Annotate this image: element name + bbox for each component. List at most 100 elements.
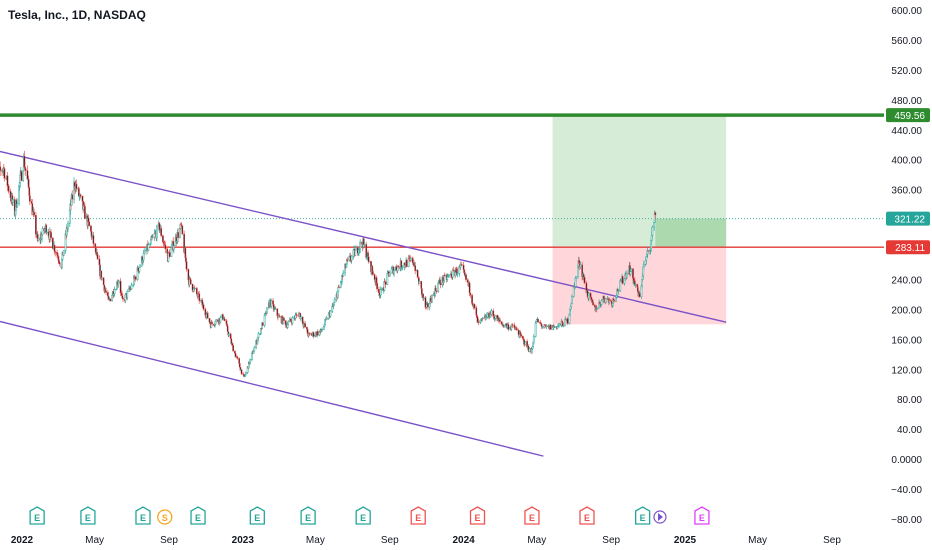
x-tick-label: 2023	[232, 535, 255, 546]
candle-body	[329, 310, 332, 317]
candle-body	[24, 168, 27, 171]
candle-body	[270, 300, 273, 307]
candle	[223, 317, 226, 322]
candle	[524, 340, 527, 346]
candle-body	[238, 363, 241, 368]
candle-body	[388, 272, 391, 277]
candle	[156, 224, 158, 242]
candle-body	[558, 323, 561, 326]
candle-body	[113, 289, 116, 295]
candle-body	[503, 325, 505, 328]
candle	[236, 355, 239, 360]
candle-body	[336, 290, 339, 299]
candle-body	[156, 225, 158, 239]
candle-body	[549, 324, 552, 330]
candle-body	[355, 247, 357, 251]
candle-body	[117, 280, 120, 284]
event-letter: E	[34, 513, 40, 523]
candle	[164, 241, 167, 253]
candle-body	[617, 290, 620, 292]
candle-body	[109, 298, 112, 302]
candle	[575, 276, 577, 282]
candle-body	[654, 212, 657, 216]
candle	[24, 168, 27, 176]
candle-body	[410, 257, 412, 261]
earnings-icon	[579, 506, 595, 525]
candle	[499, 317, 501, 325]
candle	[62, 250, 65, 257]
candle-body	[600, 300, 603, 305]
candle-body	[236, 356, 239, 359]
candle-body	[486, 312, 489, 318]
candle	[143, 248, 146, 254]
candle	[545, 324, 548, 330]
y-tick-label: 400.00	[891, 156, 922, 167]
candle-body	[130, 284, 133, 290]
candle-body	[261, 322, 264, 326]
candle-body	[452, 269, 455, 272]
candle-body	[541, 326, 544, 328]
candle	[604, 297, 607, 304]
y-tick-label: 520.00	[891, 66, 922, 77]
candle	[554, 326, 556, 328]
candle-body	[475, 307, 478, 316]
candle	[469, 292, 472, 299]
candle-body	[119, 280, 122, 294]
candle	[67, 220, 69, 233]
candle-body	[295, 314, 298, 316]
candle-body	[321, 329, 323, 331]
candle-body	[223, 318, 226, 322]
earnings-icon	[524, 506, 540, 525]
candle-body	[206, 312, 209, 319]
candle-body	[7, 185, 10, 192]
today-marker	[653, 510, 667, 524]
candle	[482, 317, 484, 320]
candle	[12, 197, 14, 207]
candle	[3, 167, 6, 182]
candle-body	[468, 282, 471, 294]
candle-body	[477, 321, 480, 323]
candle-body	[283, 317, 285, 321]
candle-body	[50, 232, 52, 239]
event-letter: E	[699, 513, 705, 523]
candle	[325, 315, 328, 321]
candle-body	[164, 244, 167, 250]
earnings-marker: E	[635, 506, 651, 525]
channel-line	[0, 150, 727, 323]
candle-body	[105, 290, 107, 293]
candle	[71, 190, 74, 203]
candle-body	[571, 296, 573, 305]
candle-body	[219, 317, 222, 323]
candle	[439, 281, 442, 289]
candle	[249, 358, 251, 365]
candle-body	[532, 336, 535, 344]
x-tick-label: Sep	[381, 535, 399, 546]
x-tick-label: 2022	[11, 535, 34, 546]
candle	[410, 257, 412, 262]
candle	[109, 298, 112, 302]
candle-body	[102, 277, 105, 286]
candle-body	[251, 353, 253, 360]
current-profit-zone	[655, 218, 727, 248]
candle	[33, 208, 35, 218]
candle	[346, 257, 349, 263]
candle	[16, 198, 19, 209]
x-axis: 2022 May Sep 2023 May Sep 2024 May Sep 2025 May Sep	[11, 535, 841, 546]
x-tick-label: Sep	[602, 535, 620, 546]
earnings-marker: E	[355, 506, 371, 525]
candle	[181, 225, 184, 235]
candle	[283, 317, 285, 324]
candle	[278, 315, 281, 318]
candle	[257, 331, 260, 340]
candle	[613, 299, 616, 303]
earnings-marker: E	[410, 506, 426, 525]
candle-body	[490, 310, 493, 315]
candle-body	[511, 324, 514, 326]
y-tick-label: 480.00	[891, 96, 922, 107]
candle	[189, 279, 192, 285]
candle-body	[35, 214, 37, 235]
candle-body	[575, 276, 577, 279]
candle	[316, 329, 319, 337]
candle	[414, 261, 417, 275]
